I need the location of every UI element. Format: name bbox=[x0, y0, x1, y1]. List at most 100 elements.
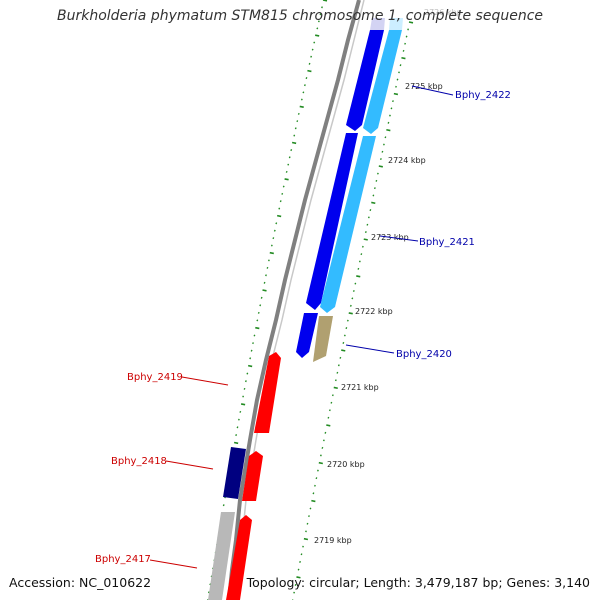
feature-bphy-2420-olive[interactable] bbox=[313, 316, 333, 362]
label-leader-line bbox=[165, 460, 214, 470]
scale-tick bbox=[345, 327, 348, 330]
scale-tick bbox=[407, 28, 410, 31]
gene-bphy-2419[interactable] bbox=[254, 352, 281, 433]
scale-tick bbox=[260, 296, 263, 299]
scale-tick bbox=[321, 6, 323, 9]
scale-tick bbox=[371, 201, 376, 205]
gene-bphy-2418[interactable] bbox=[242, 451, 263, 501]
scale-tick bbox=[372, 194, 375, 197]
scale-tick bbox=[389, 114, 391, 117]
scale-tick bbox=[273, 229, 276, 232]
gene-label-bphy-2418[interactable]: Bphy_2418 bbox=[111, 456, 167, 467]
scale-tick bbox=[294, 583, 297, 586]
scale-tick bbox=[305, 530, 307, 533]
gene-label-bphy-2419[interactable]: Bphy_2419 bbox=[127, 372, 183, 383]
scale-tick bbox=[342, 341, 345, 344]
scale-tick bbox=[256, 319, 259, 322]
scale-tick bbox=[315, 34, 320, 37]
gene-bphy-2421[interactable] bbox=[306, 133, 358, 310]
scale-tick bbox=[392, 100, 394, 103]
scale-tick bbox=[296, 576, 301, 579]
scale-tick bbox=[322, 439, 325, 442]
cds-bphy-2422[interactable] bbox=[363, 30, 402, 134]
scale-tick bbox=[363, 238, 368, 241]
scale-tick bbox=[319, 454, 322, 457]
scale-tick bbox=[343, 334, 346, 337]
scale-tick bbox=[290, 149, 293, 152]
scale-tick bbox=[293, 134, 296, 137]
scale-tick bbox=[333, 386, 338, 390]
scale-tick bbox=[357, 267, 360, 270]
scale-tick bbox=[287, 163, 290, 166]
scale-tick bbox=[328, 409, 331, 412]
scale-tick bbox=[266, 266, 269, 269]
scale-tick bbox=[351, 297, 354, 300]
scale-tick bbox=[243, 387, 246, 390]
scale-tick bbox=[354, 282, 357, 285]
scale-tick bbox=[259, 304, 262, 307]
scale-tick bbox=[288, 156, 291, 159]
sequence-summary: Topology: circular; Length: 3,479,187 bp… bbox=[246, 575, 590, 590]
scale-tick bbox=[282, 185, 285, 188]
scale-tick bbox=[334, 379, 337, 382]
gene-label-bphy-2417[interactable]: Bphy_2417 bbox=[95, 554, 151, 565]
scale-tick bbox=[222, 504, 225, 507]
scale-tick bbox=[381, 150, 384, 153]
scale-tick bbox=[360, 253, 363, 256]
gene-bphy-2418-dark[interactable] bbox=[223, 447, 246, 499]
scale-tick bbox=[322, 0, 328, 2]
reverse-gene-labels: Bphy_2419 Bphy_2418 Bphy_2417 bbox=[95, 372, 229, 569]
gene-bphy-2417[interactable] bbox=[226, 515, 252, 600]
scale-tick bbox=[270, 244, 273, 247]
scale-tick bbox=[319, 13, 322, 16]
scale-tick bbox=[401, 56, 406, 60]
scale-tick bbox=[293, 591, 296, 594]
scale-tick bbox=[396, 78, 399, 81]
scale-tick bbox=[339, 356, 342, 359]
scale-tick bbox=[246, 372, 249, 375]
scale-tick bbox=[313, 41, 316, 44]
scale-tick bbox=[316, 469, 319, 472]
label-leader-line bbox=[411, 85, 454, 96]
gene-bphy-2417-gray[interactable] bbox=[208, 512, 235, 600]
scale-tick bbox=[297, 112, 300, 115]
scale-tick bbox=[399, 64, 402, 67]
scale-tick bbox=[330, 401, 333, 404]
scale-tick bbox=[395, 85, 397, 88]
label-leader-line bbox=[345, 344, 395, 354]
gene-label-bphy-2421[interactable]: Bphy_2421 bbox=[419, 237, 475, 248]
scale-tick bbox=[297, 568, 300, 571]
gene-bphy-2422[interactable] bbox=[346, 30, 384, 131]
chromosome-backbone-inner bbox=[234, 0, 365, 601]
scale-tick bbox=[313, 484, 316, 487]
scale-tick bbox=[291, 141, 297, 145]
gene-label-bphy-2420[interactable]: Bphy_2420 bbox=[396, 349, 452, 360]
scale-tick bbox=[257, 311, 260, 314]
scale-label: 2722 kbp bbox=[355, 307, 393, 316]
scale-tick bbox=[296, 120, 299, 123]
scale-tick bbox=[278, 207, 281, 210]
scale-tick bbox=[262, 289, 267, 292]
gene-label-bphy-2422[interactable]: Bphy_2422 bbox=[455, 90, 511, 101]
scale-tick bbox=[386, 128, 391, 132]
scale-tick bbox=[408, 21, 414, 24]
reverse-strand-features bbox=[208, 352, 281, 600]
scale-tick bbox=[315, 477, 318, 480]
label-leader-line bbox=[379, 235, 419, 242]
scale-tick bbox=[369, 209, 372, 212]
scale-tick bbox=[337, 364, 340, 367]
scale-tick bbox=[300, 98, 303, 101]
scale-tick bbox=[349, 304, 352, 307]
cds-bphy-2421[interactable] bbox=[320, 136, 376, 313]
scale-label: 2726 kbp bbox=[424, 8, 462, 17]
gene-bphy-2420[interactable] bbox=[296, 313, 318, 358]
scale-tick bbox=[272, 237, 275, 240]
scale-tick bbox=[244, 380, 247, 383]
scale-tick bbox=[237, 418, 240, 421]
label-leader-line bbox=[149, 559, 198, 569]
scale-tick bbox=[242, 395, 245, 398]
scale-tick bbox=[279, 200, 282, 203]
scale-tick bbox=[265, 274, 267, 277]
scale-tick bbox=[378, 165, 383, 168]
